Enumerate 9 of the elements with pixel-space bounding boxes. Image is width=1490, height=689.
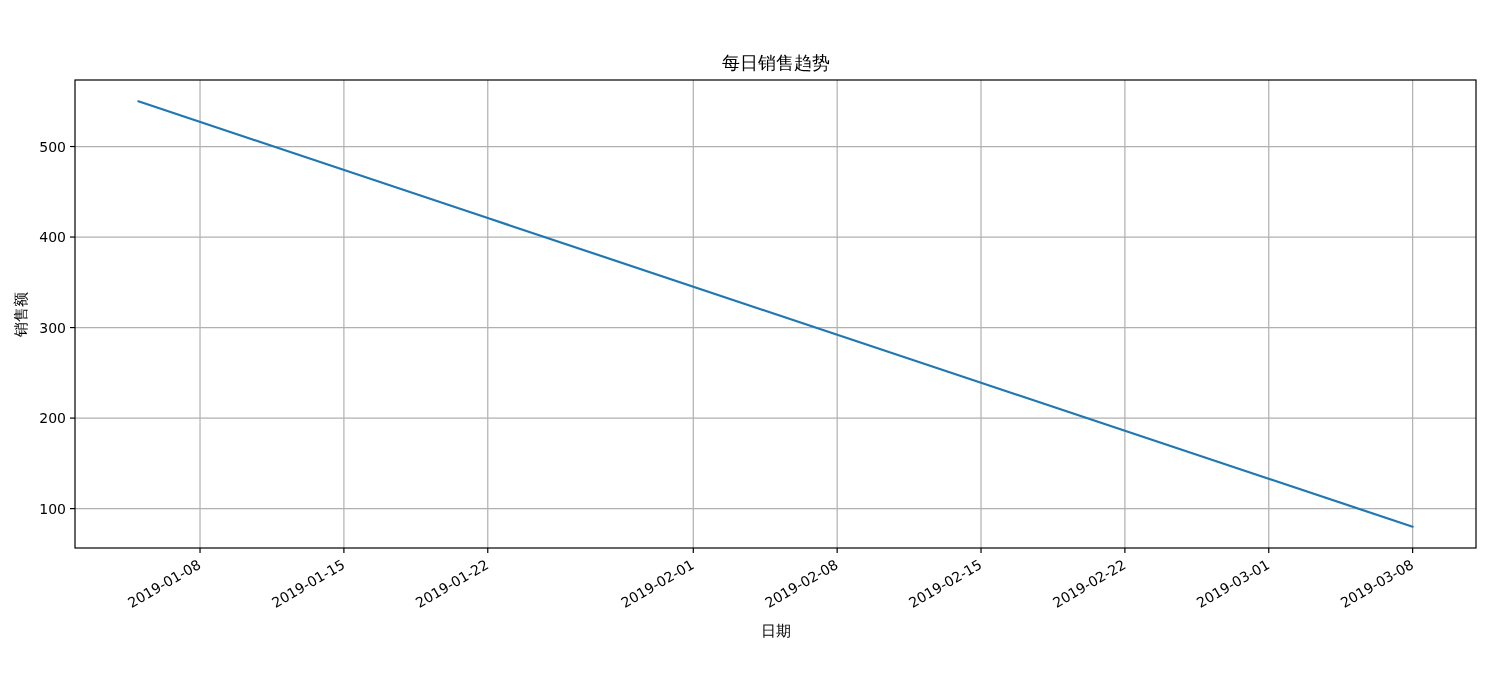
chart-title: 每日销售趋势 — [721, 52, 830, 73]
y-tick-label: 100 — [39, 500, 66, 517]
x-axis-title: 日期 — [760, 622, 791, 640]
y-tick-label: 200 — [39, 410, 66, 427]
y-tick-label: 400 — [39, 229, 66, 246]
y-axis-title: 销售额 — [12, 291, 30, 338]
y-tick-label: 300 — [39, 319, 66, 336]
line-series — [137, 100, 1414, 528]
y-tick-label: 500 — [39, 138, 66, 155]
